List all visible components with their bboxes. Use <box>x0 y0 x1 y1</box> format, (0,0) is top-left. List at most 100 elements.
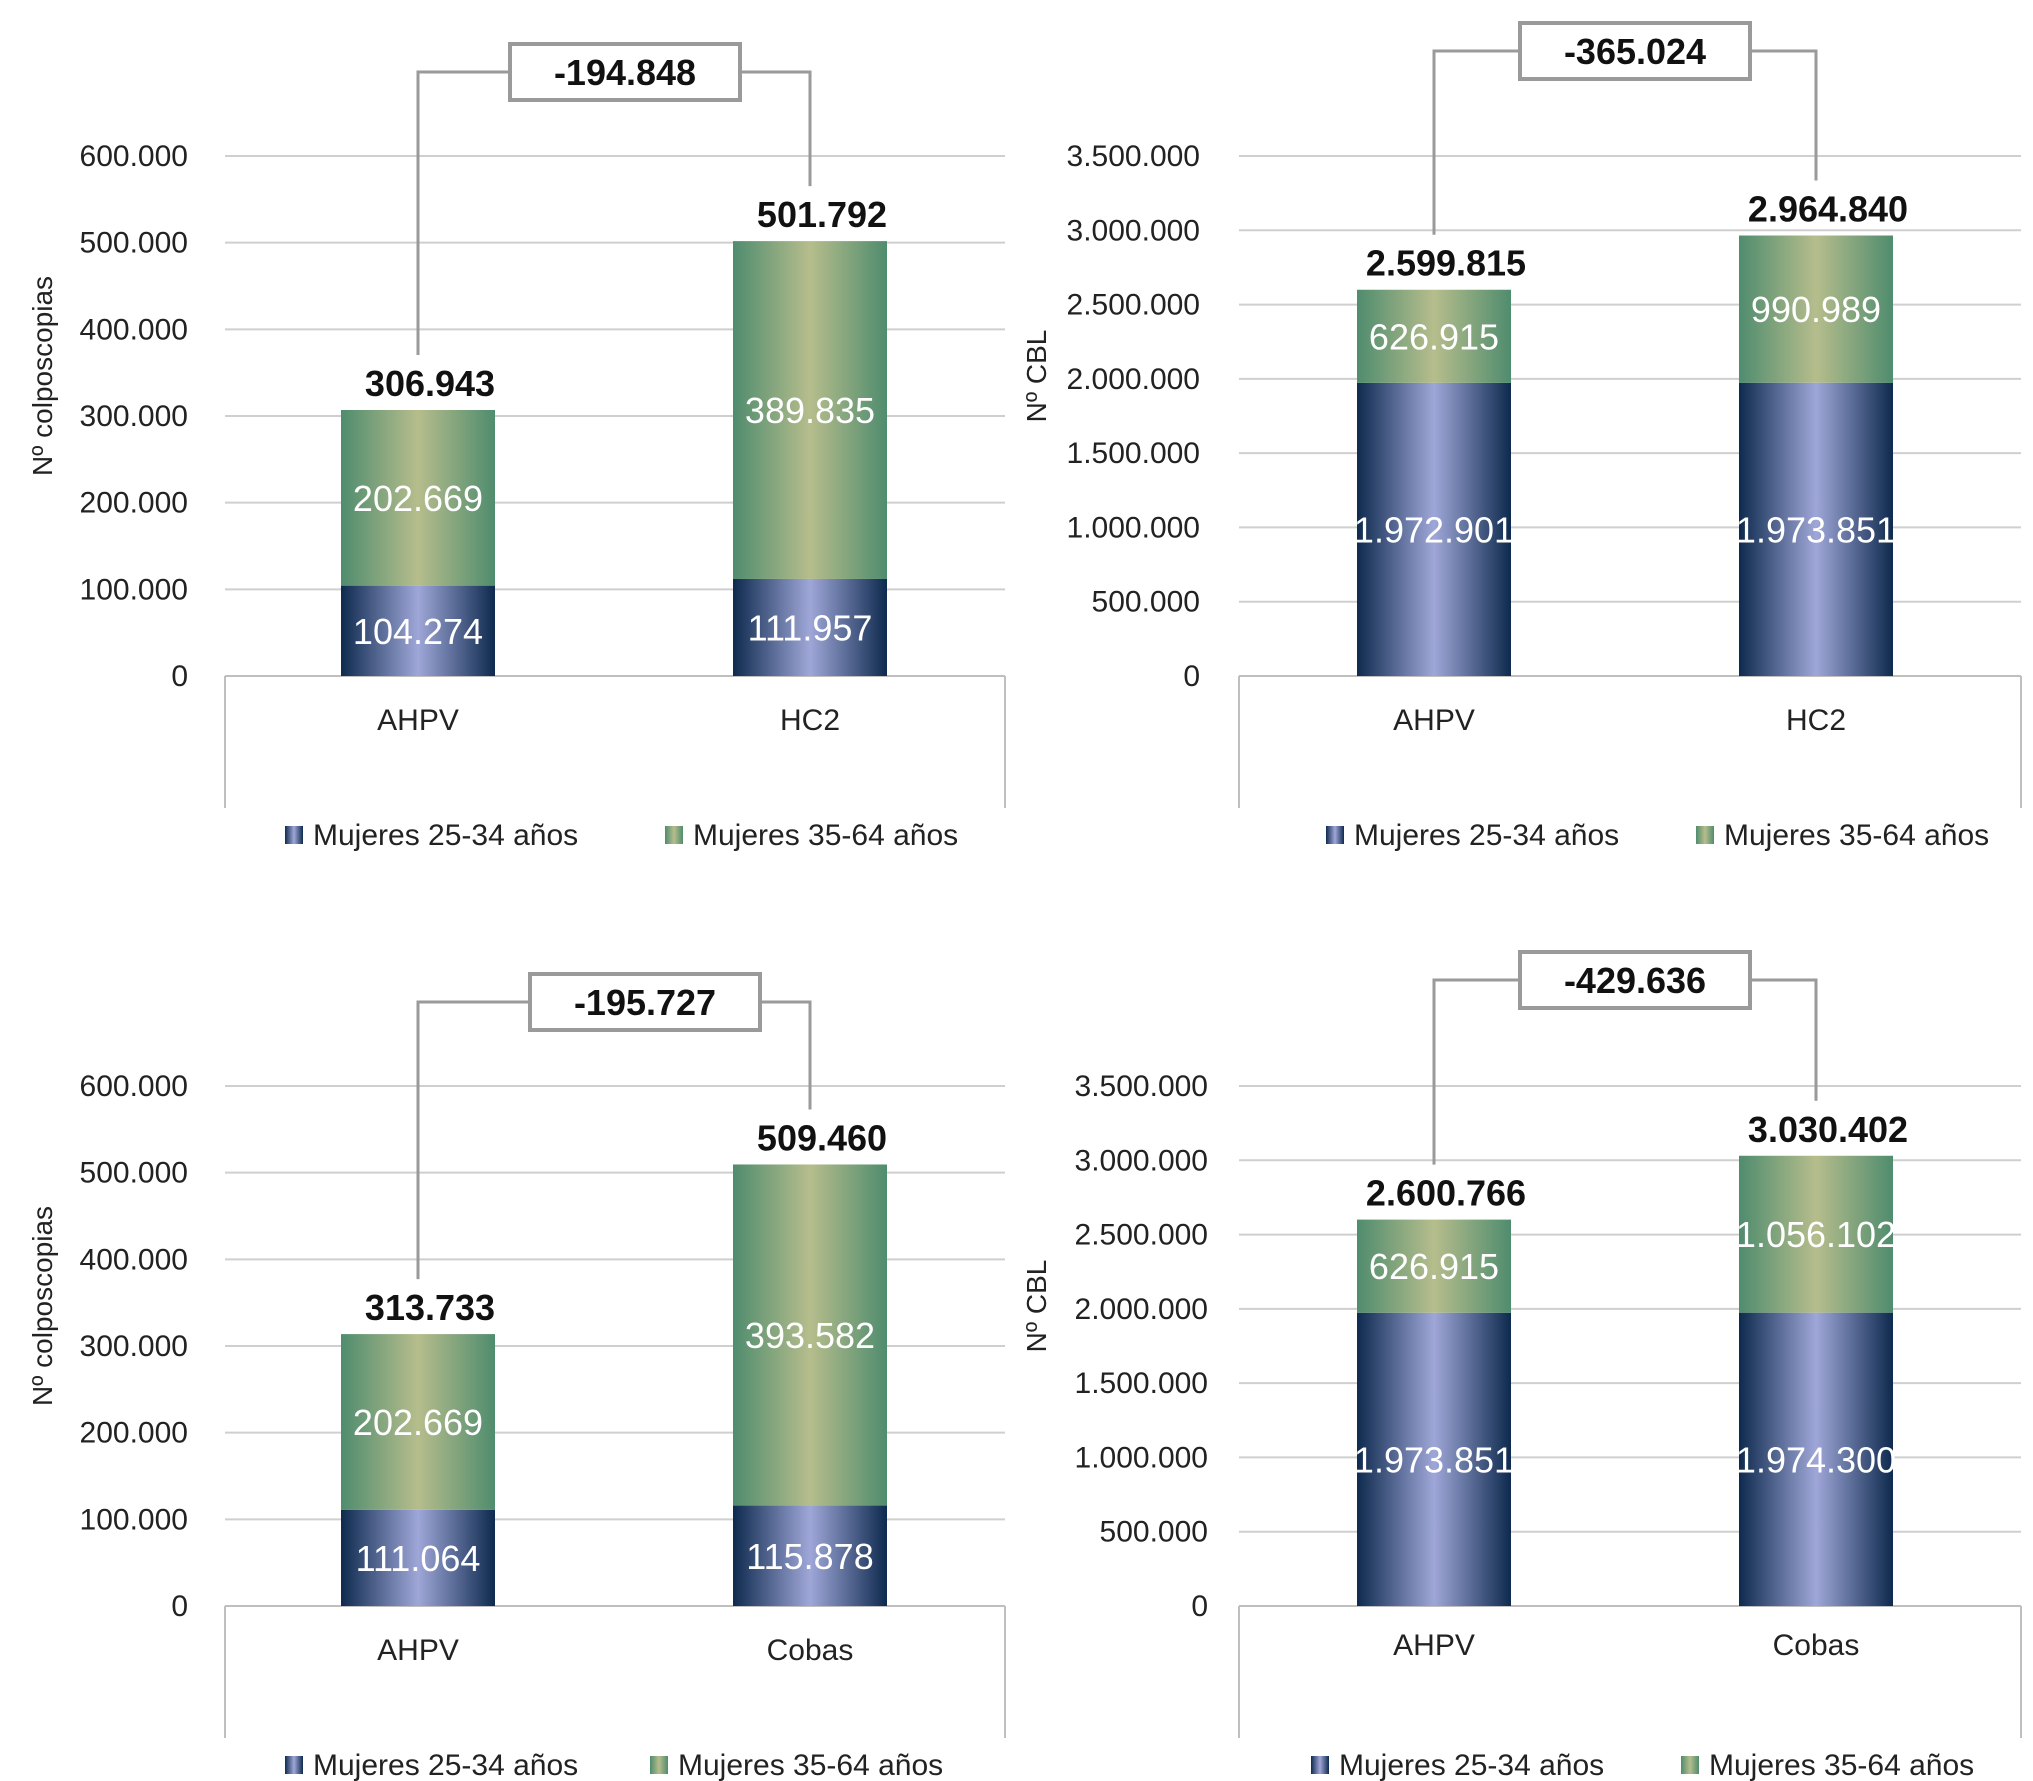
difference-label: -194.848 <box>554 52 696 93</box>
difference-bracket-left <box>416 1000 530 1280</box>
legend-swatch-old <box>1681 1756 1699 1774</box>
y-tick-label: 3.000.000 <box>1067 214 1200 247</box>
y-tick-label: 1.000.000 <box>1075 1441 1208 1474</box>
legend-label-old: Mujeres 35-64 años <box>678 1749 943 1781</box>
total-label: 3.030.402 <box>1748 1109 1908 1150</box>
legend-swatch-old <box>1696 826 1714 844</box>
y-tick-label: 100.000 <box>80 1503 188 1536</box>
chart-3-svg: 0 100.000 200.000 300.000 400.000 500.000 600.… <box>27 972 1006 1781</box>
category-label: AHPV <box>377 704 459 737</box>
y-tick-label: 1.000.000 <box>1067 511 1200 544</box>
bar-old-ahpv <box>341 1334 495 1510</box>
y-tick-label: 600.000 <box>80 1070 188 1103</box>
y-tick-label: 3.500.000 <box>1067 140 1200 173</box>
chart-panel-3: 0 100.000 200.000 300.000 400.000 500.000 600.… <box>0 890 1016 1781</box>
legend-label-old: Mujeres 35-64 años <box>1724 819 1989 852</box>
segment-label: 202.669 <box>353 1402 483 1443</box>
y-tick-label: 500.000 <box>1092 586 1200 619</box>
y-tick-label: 100.000 <box>80 573 188 606</box>
y-tick-label: 3.000.000 <box>1075 1144 1208 1177</box>
total-label: 2.964.840 <box>1748 189 1908 230</box>
segment-label: 1.973.851 <box>1354 1439 1514 1480</box>
y-tick-label: 2.000.000 <box>1075 1293 1208 1326</box>
bar-old-cobas <box>1739 1155 1893 1313</box>
y-tick-label: 1.500.000 <box>1067 437 1200 470</box>
bar-old-cobas <box>733 1164 887 1506</box>
legend-label-young: Mujeres 25-34 años <box>313 819 578 852</box>
segment-label: 626.915 <box>1369 316 1499 357</box>
difference-bracket-right <box>1750 49 1818 181</box>
bar-young-cobas <box>733 1505 887 1606</box>
y-axis-label: Nº CBL <box>1021 330 1052 423</box>
y-axis-label: Nº colposcopias <box>27 276 58 476</box>
legend-swatch-young <box>285 826 303 844</box>
bar-young-ahpv <box>1357 1312 1511 1606</box>
total-label: 2.599.815 <box>1366 243 1526 284</box>
legend-label-old: Mujeres 35-64 años <box>693 819 958 852</box>
category-label: Cobas <box>1773 1629 1860 1662</box>
y-tick-label: 500.000 <box>80 227 188 260</box>
segment-label: 1.056.102 <box>1736 1214 1896 1255</box>
category-label: AHPV <box>1393 1629 1475 1662</box>
category-label: HC2 <box>780 704 840 737</box>
segment-label: 104.274 <box>353 611 483 652</box>
bar-young-ahpv <box>341 585 495 676</box>
segment-label: 115.878 <box>746 1536 873 1577</box>
segment-label: 202.669 <box>353 478 483 519</box>
y-tick-label: 0 <box>1191 1590 1208 1623</box>
total-label: 501.792 <box>757 194 887 235</box>
bar-old-ahpv <box>1357 289 1511 383</box>
legend-swatch-young <box>1326 826 1344 844</box>
bar-young-ahpv <box>1357 382 1511 676</box>
y-tick-label: 2.500.000 <box>1075 1219 1208 1252</box>
legend-swatch-young <box>285 1756 303 1774</box>
total-label: 2.600.766 <box>1366 1173 1526 1214</box>
y-tick-label: 2.500.000 <box>1067 289 1200 322</box>
legend-label-old: Mujeres 35-64 años <box>1709 1749 1974 1781</box>
chart-2-svg: 0 500.000 1.000.000 1.500.000 2.000.000 2.500… <box>1021 21 2022 852</box>
legend-label-young: Mujeres 25-34 años <box>1354 819 1619 852</box>
segment-label: 626.915 <box>1369 1246 1499 1287</box>
difference-bracket-left <box>1432 978 1520 1165</box>
legend-swatch-young <box>1311 1756 1329 1774</box>
segment-label: 111.064 <box>356 1538 481 1579</box>
y-axis-label: Nº CBL <box>1021 1260 1052 1353</box>
total-label: 313.733 <box>365 1287 495 1328</box>
chart-4-svg: 0 500.000 1.000.000 1.500.000 2.000.000 2.500… <box>1021 950 2022 1781</box>
segment-label: 1.973.851 <box>1736 509 1896 550</box>
difference-box <box>528 972 762 1032</box>
y-tick-label: 500.000 <box>1100 1516 1208 1549</box>
segment-label: 1.974.300 <box>1736 1439 1896 1480</box>
y-tick-label: 600.000 <box>80 140 188 173</box>
difference-bracket-left <box>1432 49 1520 235</box>
total-label: 306.943 <box>365 363 495 404</box>
total-label: 509.460 <box>757 1117 887 1158</box>
y-tick-label: 0 <box>171 660 188 693</box>
segment-label: 990.989 <box>1751 289 1881 330</box>
category-label: AHPV <box>1393 704 1475 737</box>
bar-old-ahpv <box>1357 1219 1511 1313</box>
category-label: AHPV <box>377 1634 459 1667</box>
difference-box <box>1518 21 1752 81</box>
difference-label: -195.727 <box>574 982 716 1023</box>
difference-label: -365.024 <box>1564 31 1706 72</box>
segment-label: 393.582 <box>745 1315 875 1356</box>
bar-young-cobas <box>1739 1312 1893 1606</box>
chart-panel-4: 0 500.000 1.000.000 1.500.000 2.000.000 2.500… <box>1016 890 2033 1781</box>
y-tick-label: 300.000 <box>80 400 188 433</box>
category-label: Cobas <box>767 1634 854 1667</box>
y-tick-label: 200.000 <box>80 487 188 520</box>
bar-young-ahpv <box>341 1509 495 1606</box>
difference-box <box>508 42 742 102</box>
y-tick-label: 400.000 <box>80 313 188 346</box>
y-axis-label: Nº colposcopias <box>27 1206 58 1406</box>
bar-old-ahpv <box>341 409 495 586</box>
segment-label: 389.835 <box>745 390 875 431</box>
difference-bracket-right <box>1750 978 1818 1101</box>
difference-bracket-right <box>740 70 812 187</box>
bar-young-hc2 <box>1739 382 1893 676</box>
segment-label: 1.972.901 <box>1354 509 1514 550</box>
y-tick-label: 300.000 <box>80 1330 188 1363</box>
bar-old-hc2 <box>1739 235 1893 383</box>
difference-label: -429.636 <box>1564 960 1706 1001</box>
